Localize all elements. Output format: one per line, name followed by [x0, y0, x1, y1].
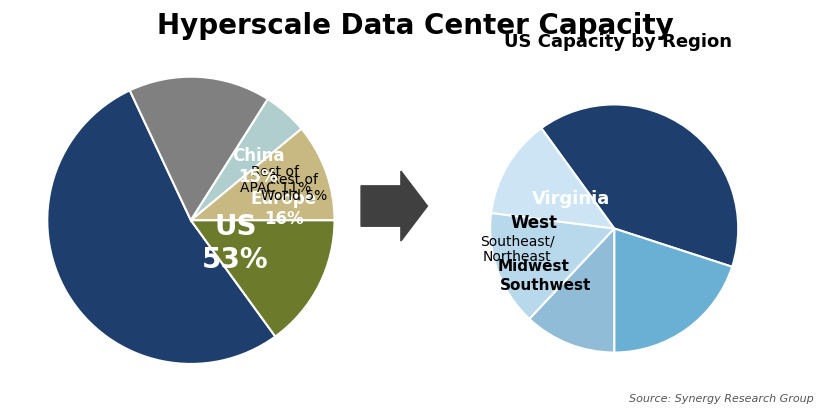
Text: Hyperscale Data Center Capacity: Hyperscale Data Center Capacity — [157, 12, 673, 40]
Text: West: West — [510, 214, 557, 232]
Text: Southeast/
Northeast: Southeast/ Northeast — [480, 234, 554, 264]
Text: US
53%: US 53% — [203, 213, 269, 274]
Text: Midwest: Midwest — [498, 259, 569, 275]
Wedge shape — [541, 104, 738, 267]
Text: Virginia: Virginia — [532, 191, 610, 208]
Wedge shape — [191, 220, 334, 337]
Wedge shape — [129, 77, 268, 220]
Wedge shape — [191, 99, 301, 220]
Text: Source: Synergy Research Group: Source: Synergy Research Group — [628, 394, 813, 404]
Text: Europe
16%: Europe 16% — [251, 190, 316, 228]
Text: Rest of
APAC 11%: Rest of APAC 11% — [240, 165, 310, 195]
Text: Southwest: Southwest — [500, 278, 591, 293]
Wedge shape — [614, 228, 732, 353]
Wedge shape — [491, 128, 614, 228]
Wedge shape — [191, 129, 334, 220]
Text: US Capacity by Region: US Capacity by Region — [505, 33, 732, 51]
Wedge shape — [47, 91, 276, 364]
Text: China
15%: China 15% — [232, 147, 285, 186]
Wedge shape — [491, 213, 614, 319]
FancyArrow shape — [361, 171, 427, 241]
Wedge shape — [530, 228, 614, 353]
Text: Rest of
World 5%: Rest of World 5% — [261, 173, 327, 203]
